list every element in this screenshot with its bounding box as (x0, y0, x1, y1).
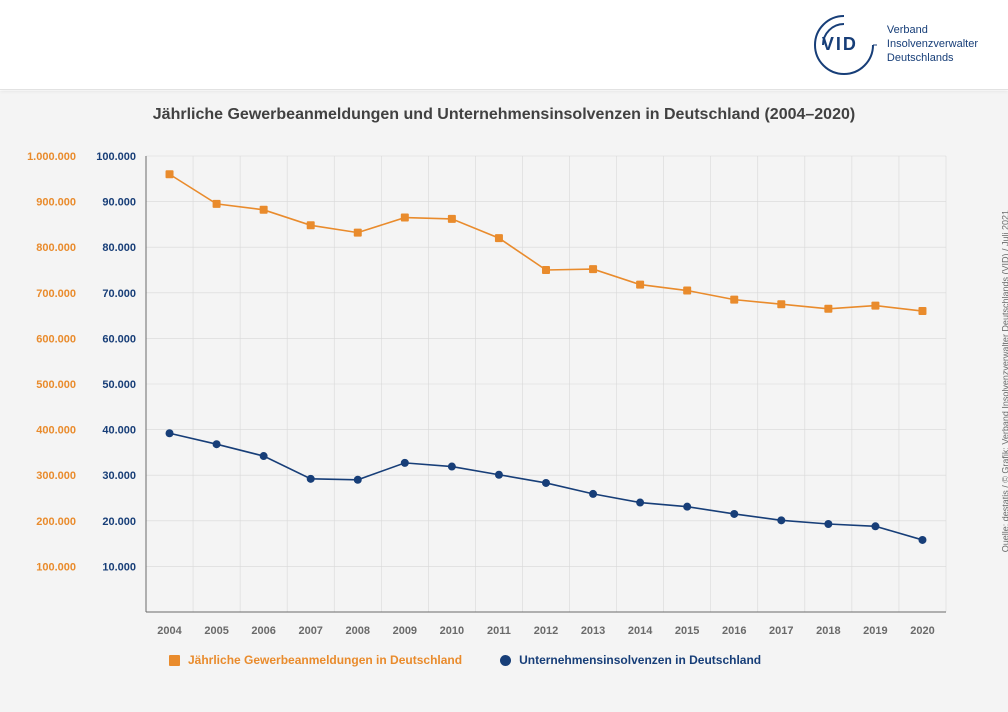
svg-text:2005: 2005 (204, 625, 228, 637)
svg-text:2012: 2012 (534, 625, 558, 637)
svg-text:2020: 2020 (910, 625, 934, 637)
svg-text:2011: 2011 (487, 625, 511, 637)
svg-text:100.000: 100.000 (96, 151, 136, 163)
vid-logo: VID Verband Insolvenzverwalter Deutschla… (811, 12, 978, 78)
svg-text:2008: 2008 (346, 625, 370, 637)
svg-text:500.000: 500.000 (36, 379, 76, 391)
svg-text:2017: 2017 (769, 625, 793, 637)
page-root: VID Verband Insolvenzverwalter Deutschla… (0, 0, 1008, 712)
circle-marker-icon (500, 655, 511, 666)
svg-text:100.000: 100.000 (36, 561, 76, 573)
legend-item: Jährliche Gewerbeanmeldungen in Deutschl… (169, 653, 462, 667)
chart-legend: Jährliche Gewerbeanmeldungen in Deutschl… (169, 653, 761, 667)
svg-text:70.000: 70.000 (102, 288, 136, 300)
svg-text:30.000: 30.000 (102, 470, 136, 482)
svg-text:2004: 2004 (157, 625, 182, 637)
svg-text:2016: 2016 (722, 625, 746, 637)
legend-label: Unternehmensinsolvenzen in Deutschland (519, 653, 761, 667)
square-marker-icon (169, 655, 180, 666)
svg-text:200.000: 200.000 (36, 516, 76, 528)
dual-axis-line-chart: 100.000 10.000 200.000 20.000 300.000 30.000 4… (24, 138, 984, 658)
svg-text:80.000: 80.000 (102, 242, 136, 254)
svg-text:50.000: 50.000 (102, 379, 136, 391)
svg-text:2007: 2007 (298, 625, 322, 637)
svg-text:400.000: 400.000 (36, 425, 76, 437)
svg-text:40.000: 40.000 (102, 425, 136, 437)
svg-text:2010: 2010 (440, 625, 464, 637)
svg-text:600.000: 600.000 (36, 333, 76, 345)
vid-logo-acronym: VID (822, 34, 858, 55)
top-bar: VID Verband Insolvenzverwalter Deutschla… (0, 0, 1008, 90)
logo-line-3: Deutschlands (887, 52, 978, 66)
svg-text:2015: 2015 (675, 625, 699, 637)
svg-text:60.000: 60.000 (102, 333, 136, 345)
chart-title: Jährliche Gewerbeanmeldungen und Unterne… (24, 102, 984, 138)
svg-text:2013: 2013 (581, 625, 605, 637)
svg-text:2009: 2009 (393, 625, 417, 637)
vid-logo-subtitle: Verband Insolvenzverwalter Deutschlands (887, 24, 978, 65)
svg-text:1.000.000: 1.000.000 (27, 151, 76, 163)
svg-text:800.000: 800.000 (36, 242, 76, 254)
svg-text:90.000: 90.000 (102, 197, 136, 209)
vid-logo-circle-icon: VID (811, 12, 877, 78)
svg-text:300.000: 300.000 (36, 470, 76, 482)
svg-text:20.000: 20.000 (102, 516, 136, 528)
svg-text:2018: 2018 (816, 625, 840, 637)
svg-text:900.000: 900.000 (36, 197, 76, 209)
logo-line-2: Insolvenzverwalter (887, 38, 978, 52)
legend-item: Unternehmensinsolvenzen in Deutschland (500, 653, 761, 667)
legend-label: Jährliche Gewerbeanmeldungen in Deutschl… (188, 653, 462, 667)
svg-text:2006: 2006 (251, 625, 275, 637)
svg-text:2014: 2014 (628, 625, 653, 637)
svg-text:700.000: 700.000 (36, 288, 76, 300)
svg-text:2019: 2019 (863, 625, 887, 637)
chart-container: Jährliche Gewerbeanmeldungen und Unterne… (24, 102, 984, 697)
logo-line-1: Verband (887, 24, 978, 38)
svg-text:10.000: 10.000 (102, 561, 136, 573)
source-credit: Quelle: destatis / © Grafik: Verband Ins… (1000, 210, 1008, 552)
